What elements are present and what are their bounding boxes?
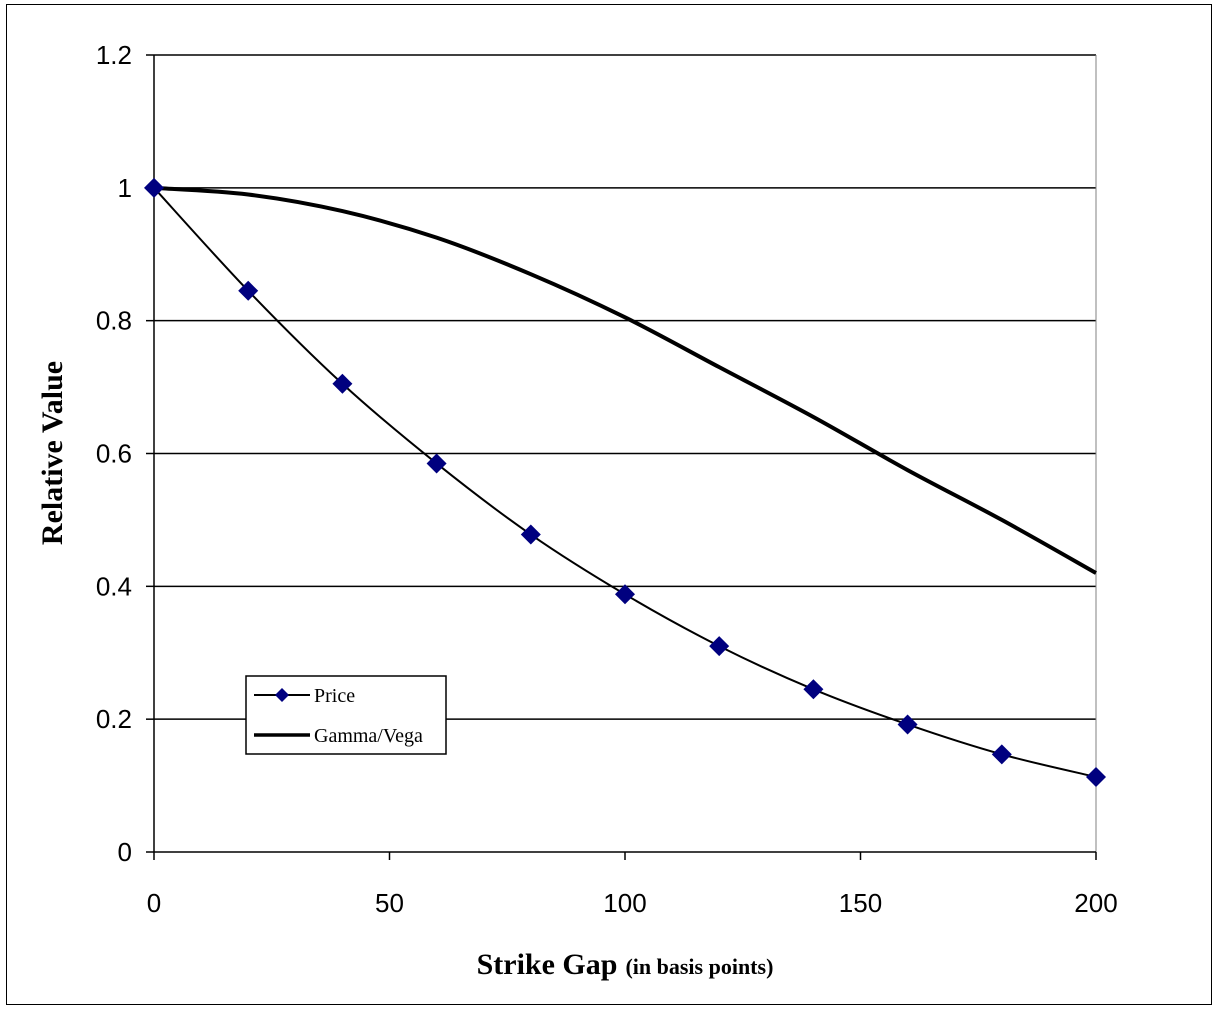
price-point-5 (615, 584, 635, 605)
y-tick-label-0: 0 (118, 837, 132, 867)
price-point-9 (991, 744, 1012, 765)
price-point-10 (1086, 766, 1106, 787)
price-point-0 (144, 177, 164, 198)
x-axis-title: Strike Gap (in basis points) (477, 948, 774, 981)
series-price-line (153, 187, 1097, 778)
x-tick-label-2: 100 (603, 888, 646, 918)
chart-frame (6, 4, 1212, 1005)
price-point-6 (709, 636, 730, 657)
x-tick-label-0: 0 (147, 888, 161, 918)
legend-gamma-vega-label: Gamma/Vega (314, 725, 423, 747)
y-tick-label-5: 1 (118, 173, 132, 203)
price-point-8 (897, 714, 918, 735)
y-tick-label-2: 0.4 (96, 571, 132, 601)
y-tick-label-1: 0.2 (96, 704, 132, 734)
y-tick-label-6: 1.2 (96, 40, 132, 70)
x-tick-label-3: 150 (839, 888, 882, 918)
x-tick-label-4: 200 (1074, 888, 1117, 918)
price-point-2 (332, 373, 353, 394)
legend-price-marker (275, 688, 289, 702)
legend: Price Gamma/Vega (245, 675, 447, 755)
gridlines (154, 54, 1096, 720)
price-point-1 (238, 280, 259, 301)
ticks: 0 0.2 0.4 0.6 0.8 1 1.2 0 50 100 150 200 (96, 40, 1118, 918)
y-tick-label-3: 0.6 (96, 439, 132, 469)
price-point-3 (426, 453, 447, 474)
legend-price-label: Price (314, 685, 355, 707)
x-axis-title-main: Strike Gap (477, 948, 618, 981)
x-axis-title-sub: (in basis points) (625, 954, 773, 979)
x-tick-label-1: 50 (375, 888, 404, 918)
y-axis-title: Relative Value (36, 361, 69, 545)
price-point-7 (803, 679, 824, 700)
price-point-4 (520, 524, 541, 545)
y-tick-label-4: 0.8 (96, 306, 132, 336)
series-layer (144, 177, 1106, 787)
series-gamma-vega-line (153, 185, 1097, 575)
legend-box (245, 675, 447, 755)
